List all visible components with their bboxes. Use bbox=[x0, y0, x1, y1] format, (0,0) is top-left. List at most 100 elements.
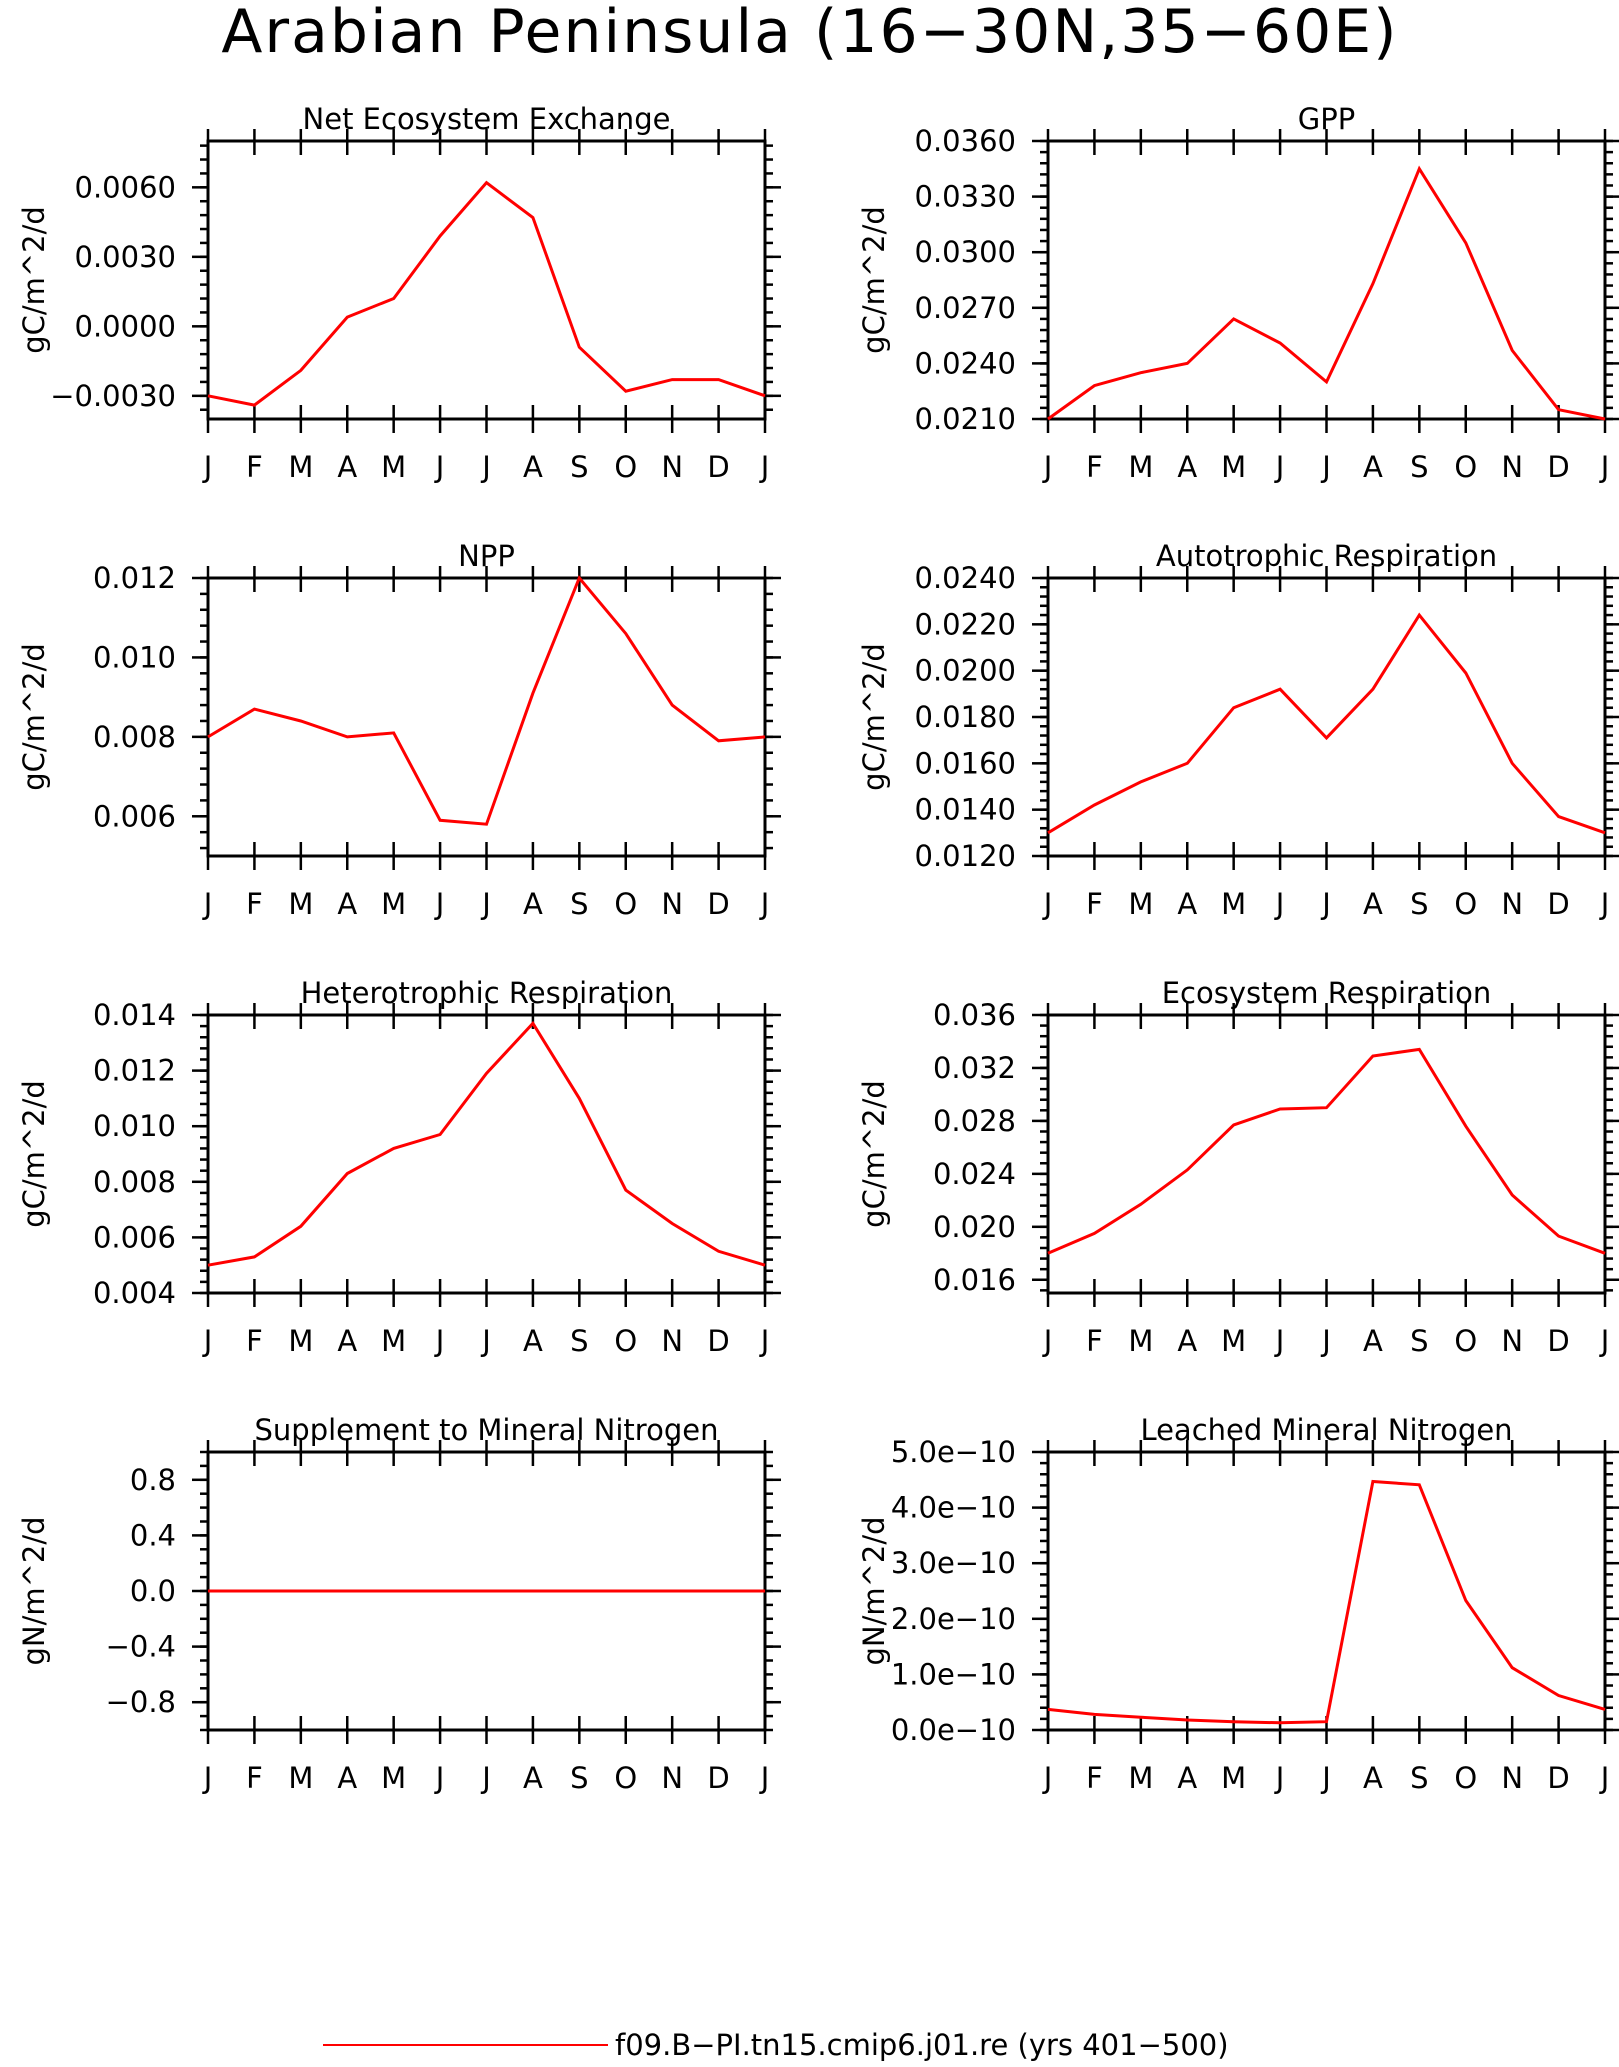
y-tick-label: 0.032 bbox=[933, 1051, 1016, 1085]
x-tick-label: O bbox=[614, 1761, 637, 1795]
x-tick-label: J bbox=[1042, 1324, 1053, 1358]
x-tick-label: A bbox=[1177, 1761, 1197, 1795]
x-tick-label: F bbox=[246, 450, 263, 484]
x-tick-label: J bbox=[480, 450, 491, 484]
x-tick-label: J bbox=[480, 1761, 491, 1795]
series-line bbox=[1047, 1047, 1606, 1255]
x-tick-label: O bbox=[614, 887, 637, 921]
y-tick-label: −0.4 bbox=[106, 1630, 176, 1664]
x-tick-label: J bbox=[759, 1324, 770, 1358]
y-tick-label: 0.012 bbox=[93, 561, 176, 595]
y-axis-label: gC/m^2/d bbox=[857, 643, 891, 791]
x-tick-label: F bbox=[246, 1761, 263, 1795]
legend: f09.B−PI.tn15.cmip6.j01.re (yrs 401−500) bbox=[323, 2028, 1229, 2062]
y-tick-label: 0.010 bbox=[93, 1109, 176, 1143]
x-tick-label: N bbox=[661, 1761, 683, 1795]
x-tick-label: A bbox=[1363, 450, 1383, 484]
x-tick-label: M bbox=[1221, 887, 1246, 921]
x-tick-label: N bbox=[1501, 887, 1523, 921]
y-tick-label: 0.0140 bbox=[915, 793, 1016, 827]
x-tick-label: J bbox=[434, 1761, 445, 1795]
x-tick-label: J bbox=[1320, 450, 1331, 484]
y-tick-label: 0.0060 bbox=[75, 170, 176, 204]
y-tick-label: 0.0000 bbox=[75, 309, 176, 343]
x-tick-label: J bbox=[1599, 1761, 1610, 1795]
x-tick-label: D bbox=[707, 450, 729, 484]
x-tick-label: J bbox=[759, 450, 770, 484]
y-tick-label: 0.0360 bbox=[915, 124, 1016, 158]
y-tick-label: 0.008 bbox=[93, 1165, 176, 1199]
x-tick-label: S bbox=[570, 887, 588, 921]
series-line bbox=[207, 575, 766, 826]
x-tick-label: J bbox=[1599, 450, 1610, 484]
x-tick-label: M bbox=[381, 887, 406, 921]
x-tick-label: D bbox=[1547, 1324, 1569, 1358]
y-tick-label: 0.0200 bbox=[915, 654, 1016, 688]
x-tick-label: J bbox=[202, 450, 213, 484]
x-tick-label: S bbox=[570, 450, 588, 484]
y-axis-label: gN/m^2/d bbox=[857, 1516, 891, 1665]
x-tick-label: S bbox=[1410, 450, 1428, 484]
x-tick-label: J bbox=[1274, 1761, 1285, 1795]
x-tick-label: F bbox=[246, 887, 263, 921]
x-tick-label: F bbox=[1086, 450, 1103, 484]
x-tick-label: O bbox=[1454, 450, 1477, 484]
x-tick-label: F bbox=[1086, 1324, 1103, 1358]
x-tick-label: J bbox=[1599, 1324, 1610, 1358]
x-tick-label: J bbox=[1042, 887, 1053, 921]
x-tick-label: J bbox=[1042, 450, 1053, 484]
y-axis-label: gC/m^2/d bbox=[857, 1080, 891, 1228]
x-tick-label: J bbox=[202, 1761, 213, 1795]
x-tick-label: D bbox=[707, 1324, 729, 1358]
x-tick-label: S bbox=[570, 1324, 588, 1358]
x-tick-label: A bbox=[523, 450, 543, 484]
x-tick-label: O bbox=[1454, 887, 1477, 921]
plot-frame bbox=[1046, 1013, 1607, 1295]
x-tick-label: N bbox=[661, 887, 683, 921]
y-tick-label: 0.0220 bbox=[915, 607, 1016, 641]
x-tick-label: J bbox=[434, 450, 445, 484]
x-tick-label: A bbox=[523, 1324, 543, 1358]
x-tick-label: M bbox=[381, 1324, 406, 1358]
x-tick-label: S bbox=[570, 1761, 588, 1795]
x-tick-label: J bbox=[1320, 887, 1331, 921]
y-tick-label: 0.008 bbox=[93, 720, 176, 754]
y-tick-label: 0.0180 bbox=[915, 700, 1016, 734]
y-tick-label: 0.006 bbox=[93, 799, 176, 833]
y-tick-label: 0.8 bbox=[130, 1463, 176, 1497]
x-tick-label: O bbox=[1454, 1324, 1477, 1358]
y-tick-label: 0.012 bbox=[93, 1054, 176, 1088]
x-tick-label: M bbox=[288, 1324, 313, 1358]
y-tick-label: 3.0e−10 bbox=[891, 1546, 1016, 1580]
y-tick-label: 0.0160 bbox=[915, 746, 1016, 780]
y-tick-label: 2.0e−10 bbox=[891, 1602, 1016, 1636]
x-tick-label: A bbox=[337, 1324, 357, 1358]
x-tick-label: J bbox=[202, 887, 213, 921]
x-tick-label: A bbox=[337, 1761, 357, 1795]
y-tick-label: 1.0e−10 bbox=[891, 1657, 1016, 1691]
x-tick-label: N bbox=[661, 450, 683, 484]
x-tick-label: A bbox=[337, 887, 357, 921]
y-axis-label: gN/m^2/d bbox=[17, 1516, 51, 1665]
y-tick-label: 0.028 bbox=[933, 1104, 1016, 1138]
figure-title: Arabian Peninsula (16−30N,35−60E) bbox=[221, 0, 1398, 67]
y-axis-label: gC/m^2/d bbox=[17, 643, 51, 791]
y-tick-label: 0.4 bbox=[130, 1518, 176, 1552]
legend-label: f09.B−PI.tn15.cmip6.j01.re (yrs 401−500) bbox=[615, 2028, 1229, 2062]
x-tick-label: M bbox=[381, 450, 406, 484]
y-tick-label: 0.0300 bbox=[915, 235, 1016, 269]
x-tick-label: N bbox=[1501, 450, 1523, 484]
y-tick-label: 0.0240 bbox=[915, 561, 1016, 595]
x-tick-label: M bbox=[1221, 1761, 1246, 1795]
x-tick-label: F bbox=[1086, 887, 1103, 921]
x-tick-label: F bbox=[1086, 1761, 1103, 1795]
y-tick-label: 0.024 bbox=[933, 1157, 1016, 1191]
x-tick-label: N bbox=[661, 1324, 683, 1358]
x-tick-label: S bbox=[1410, 1324, 1428, 1358]
y-tick-label: −0.8 bbox=[106, 1685, 176, 1719]
